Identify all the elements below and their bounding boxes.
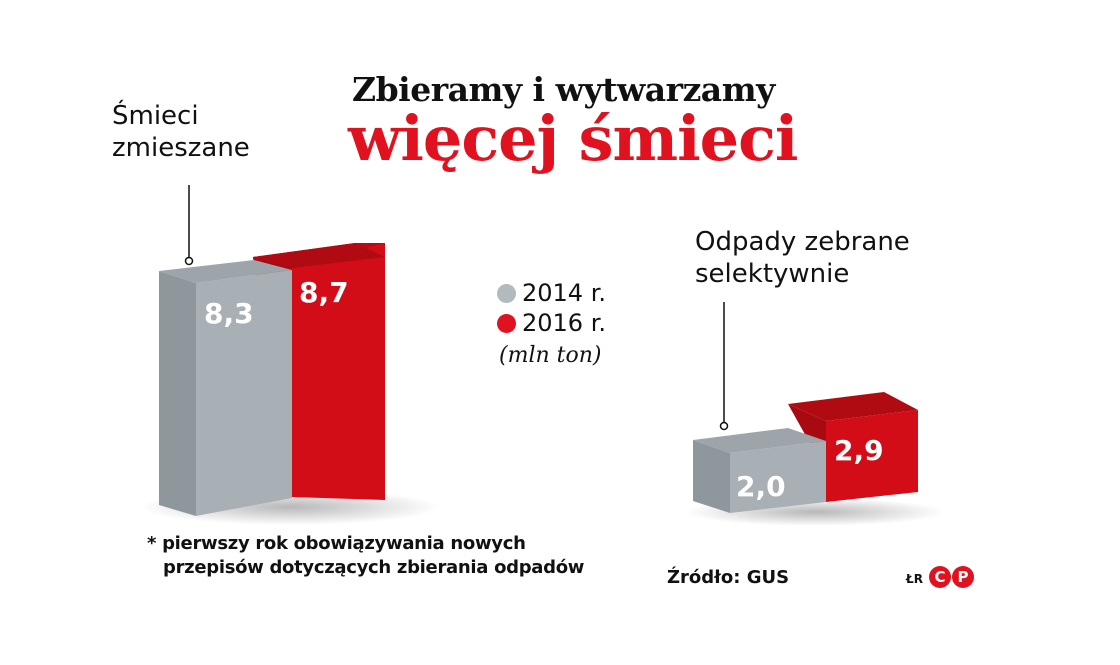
author-initials: ŁR <box>906 572 923 586</box>
legend-item-2016: 2016 r. <box>497 308 606 338</box>
chart-title-line1: Zbieramy i wytwarzamy <box>352 70 775 109</box>
legend-unit: (mln ton) <box>499 342 602 368</box>
legend: 2014 r. 2016 r. (mln ton) <box>497 278 606 370</box>
bar-group-selective-waste: 2,0 2,9 <box>685 302 945 526</box>
legend-dot-red-icon <box>497 313 516 333</box>
credits: ŁR C P <box>906 566 974 588</box>
group-label-selective-waste: Odpady zebrane selektywnie <box>695 227 910 289</box>
bar-2014-selective <box>693 428 826 513</box>
legend-dot-grey-icon <box>497 283 516 303</box>
legend-item-2014: 2014 r. <box>497 278 606 308</box>
footnote: * pierwszy rok obowiązywania nowych prze… <box>147 533 585 578</box>
logo-c-icon: C <box>928 566 951 588</box>
logo-p-icon: P <box>951 566 974 588</box>
source-label: Źródło: GUS <box>667 567 790 588</box>
value-2014-mixed: 8,3 <box>204 297 254 330</box>
bar-group-mixed-waste: 8,3 8,7 <box>140 185 440 525</box>
value-2016-mixed: 8,7 <box>299 276 349 309</box>
group-label-mixed-waste: Śmieci zmieszane <box>112 101 250 163</box>
chart-title-line2: więcej śmieci <box>348 102 798 175</box>
value-2014-selective: 2,0 <box>736 470 786 503</box>
bar-2014-mixed <box>159 260 292 516</box>
value-2016-selective: 2,9 <box>834 434 884 467</box>
